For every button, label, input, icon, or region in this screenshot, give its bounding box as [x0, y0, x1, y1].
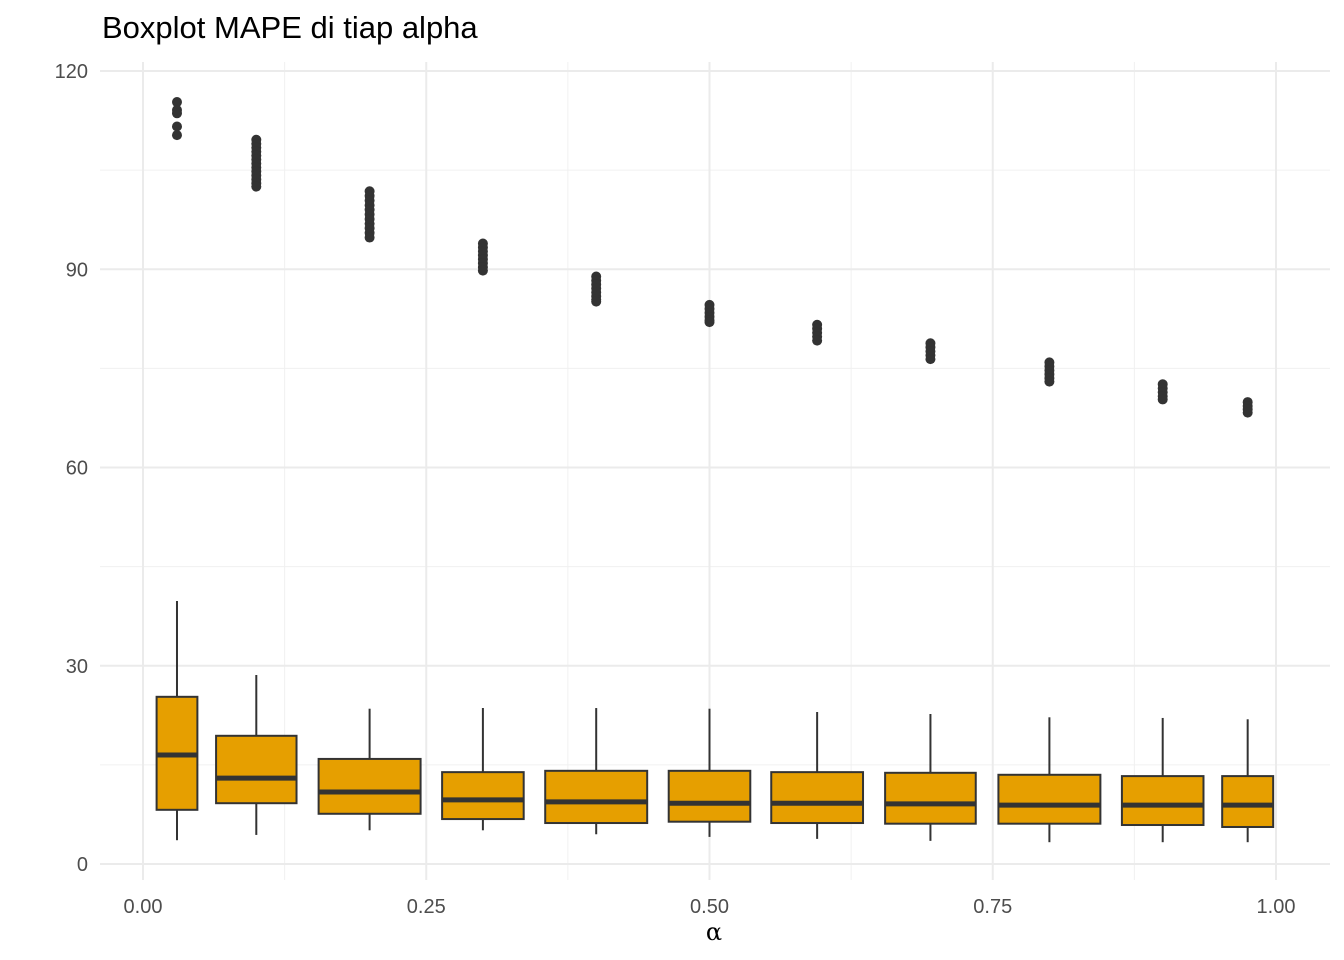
chart-title: Boxplot MAPE di tiap alpha: [102, 10, 478, 45]
outlier-point: [812, 335, 823, 346]
box: [884, 771, 977, 825]
y-tick-label: 0: [77, 854, 88, 876]
y-tick-label: 30: [66, 656, 88, 678]
box: [441, 771, 525, 821]
box: [997, 773, 1102, 825]
outlier-point: [704, 317, 715, 328]
x-tick-label: 0.75: [973, 896, 1012, 918]
outlier-point: [364, 232, 375, 243]
outlier-point: [171, 121, 182, 132]
y-tick-label: 60: [66, 458, 88, 480]
outlier-point: [1157, 394, 1168, 405]
x-tick-label: 0.00: [124, 896, 163, 918]
outlier-point: [171, 108, 182, 119]
x-tick-label: 0.25: [407, 896, 446, 918]
x-tick-label: 0.50: [690, 896, 729, 918]
outlier-point: [1242, 407, 1253, 418]
x-tick-label: 1.00: [1257, 896, 1296, 918]
outlier-point: [591, 296, 602, 307]
boxplot-marks: [155, 97, 1275, 843]
outlier-point: [171, 97, 182, 108]
box: [1120, 775, 1205, 827]
y-tick-label: 120: [55, 61, 88, 83]
box: [215, 734, 298, 805]
outlier-point: [477, 265, 488, 276]
outlier-point: [251, 181, 262, 192]
outlier-point: [1044, 376, 1055, 387]
y-tick-label: 90: [66, 259, 88, 281]
outlier-point: [171, 130, 182, 141]
box: [544, 769, 649, 825]
outlier-point: [925, 354, 936, 365]
box: [770, 771, 865, 825]
x-axis-label: α: [706, 918, 722, 946]
box: [317, 757, 422, 815]
box: [667, 769, 752, 823]
box: [1221, 775, 1275, 828]
axis-ticks: 0.00 0.25 0.50 0.75 1.00 0 30 60 90 120: [55, 61, 1296, 918]
